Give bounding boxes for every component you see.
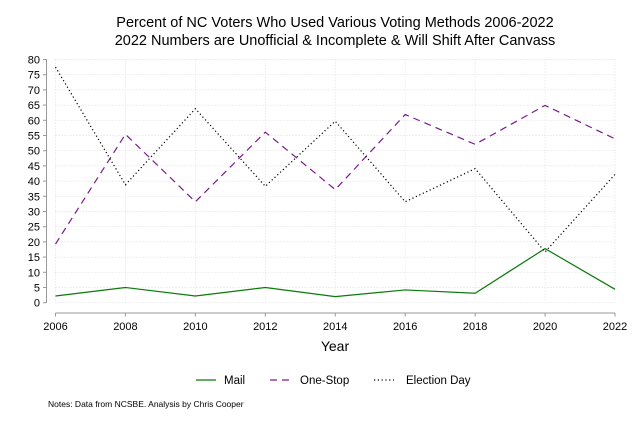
series-line-mail — [55, 247, 616, 298]
y-tick-label: 60 — [28, 115, 40, 127]
x-tick-label: 2014 — [323, 321, 347, 333]
legend-item-election-day: Election Day — [374, 375, 471, 387]
x-tick-label: 2022 — [603, 321, 627, 333]
y-tick-label: 45 — [28, 161, 40, 173]
y-tick-label: 0 — [34, 298, 40, 310]
y-tick-label: 40 — [28, 176, 40, 188]
x-tick-label: 2012 — [253, 321, 277, 333]
x-tick-label: 2018 — [463, 321, 487, 333]
y-tick-label: 30 — [28, 207, 40, 219]
x-tick-label: 2008 — [113, 321, 137, 333]
x-tick-label: 2016 — [393, 321, 417, 333]
x-tick-label: 2020 — [533, 321, 557, 333]
series-line-election-day — [54, 66, 616, 253]
y-tick-label: 10 — [28, 267, 40, 279]
y-tick-label: 35 — [28, 191, 40, 203]
chart-subtitle: 2022 Numbers are Unofficial & Incomplete… — [115, 33, 556, 49]
series-line-one-stop — [54, 104, 616, 245]
y-tick-label: 75 — [28, 70, 40, 82]
y-tick-label: 25 — [28, 222, 40, 234]
chart-title: Percent of NC Voters Who Used Various Vo… — [116, 15, 553, 31]
chart-notes: Notes: Data from NCSBE. Analysis by Chri… — [48, 399, 244, 409]
x-tick-label: 2006 — [43, 321, 67, 333]
x-axis-label: Year — [321, 338, 350, 354]
legend-label: One-Stop — [300, 375, 349, 387]
legend-item-one-stop: One-Stop — [270, 375, 349, 387]
y-tick-label: 80 — [28, 55, 40, 67]
x-tick-label: 2010 — [183, 321, 207, 333]
y-tick-label: 55 — [28, 131, 40, 143]
y-tick-label: 70 — [28, 85, 40, 97]
legend-item-mail: Mail — [196, 375, 245, 387]
y-tick-label: 5 — [34, 283, 40, 295]
y-tick-label: 15 — [28, 252, 40, 264]
legend-label: Mail — [224, 375, 245, 387]
y-tick-label: 20 — [28, 237, 40, 249]
legend-label: Election Day — [406, 375, 471, 387]
y-tick-label: 65 — [28, 100, 40, 112]
y-tick-label: 50 — [28, 146, 40, 158]
